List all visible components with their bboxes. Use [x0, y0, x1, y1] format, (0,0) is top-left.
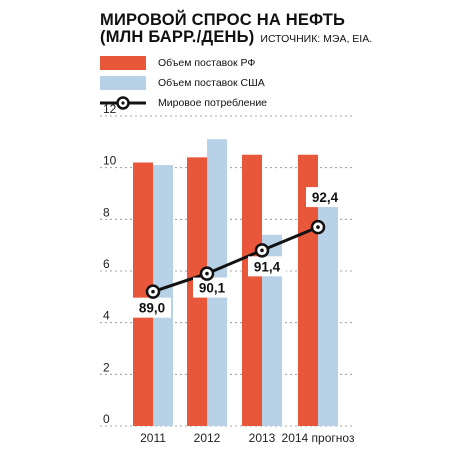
title-line-2: (МЛН БАРР./ДЕНЬ) — [100, 28, 255, 46]
chart-title: МИРОВОЙ СПРОС НА НЕФТЬ (МЛН БАРР./ДЕНЬ) И… — [100, 12, 372, 48]
legend-swatch-usa — [100, 76, 146, 90]
x-tick-label: 2014 прогноз — [282, 431, 355, 445]
y-tick-label: 12 — [103, 102, 117, 116]
consumption-point-dot — [151, 289, 155, 294]
bar-russia — [242, 154, 262, 426]
x-tick-label: 2012 — [194, 431, 221, 445]
legend-swatch-russia — [100, 56, 146, 70]
title-line-1: МИРОВОЙ СПРОС НА НЕФТЬ — [100, 11, 346, 29]
data-label: 90,1 — [199, 281, 226, 296]
y-tick-label: 8 — [103, 205, 110, 219]
y-tick-label: 10 — [103, 154, 117, 168]
data-label: 92,4 — [312, 190, 339, 205]
data-label-box — [248, 256, 286, 277]
bar-usa — [153, 165, 173, 427]
legend-line-marker-icon — [100, 96, 146, 110]
y-tick-label: 6 — [103, 257, 110, 271]
bar-russia — [133, 162, 153, 426]
data-label: 91,4 — [254, 259, 281, 274]
consumption-point-dot — [316, 225, 320, 229]
data-label: 89,0 — [139, 301, 165, 316]
data-label-box — [133, 297, 171, 318]
legend-label-consumption: Мировое потребление — [158, 97, 268, 109]
bar-usa — [262, 234, 282, 426]
legend-label-russia: Объем поставок РФ — [158, 57, 256, 69]
consumption-point-dot — [260, 248, 264, 253]
y-tick-label: 4 — [103, 309, 110, 323]
data-label-box — [306, 187, 344, 208]
y-tick-label: 2 — [103, 360, 110, 374]
consumption-point-dot — [205, 271, 209, 276]
legend-label-usa: Объем поставок США — [158, 77, 265, 89]
x-tick-label: 2013 — [249, 431, 276, 445]
x-tick-label: 2011 — [140, 431, 166, 445]
title-line-2-wrap: (МЛН БАРР./ДЕНЬ) ИСТОЧНИК: МЭА, EIA. — [100, 29, 372, 48]
consumption-line — [152, 225, 319, 294]
bar-usa — [318, 206, 338, 426]
y-tick-label: 0 — [103, 412, 110, 426]
source-note: ИСТОЧНИК: МЭА, EIA. — [260, 33, 373, 45]
data-label-box — [193, 277, 231, 298]
